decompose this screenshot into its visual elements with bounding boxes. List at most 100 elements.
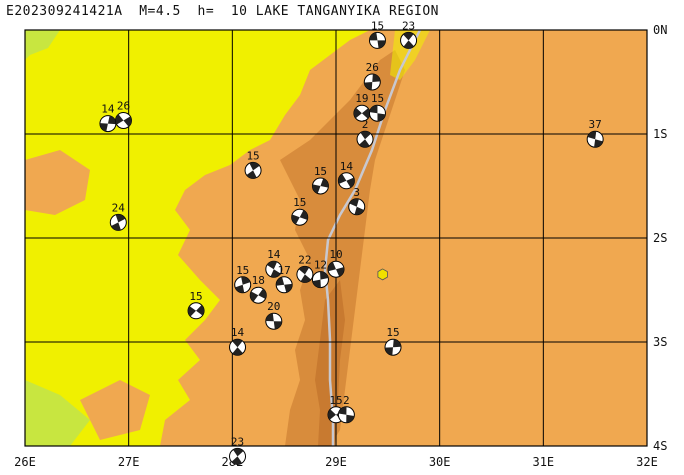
mechanism-depth-label: 15 (293, 196, 306, 209)
beachball-quadrants (403, 32, 415, 49)
beachball-quadrants (338, 173, 355, 188)
mechanism-depth-label: 15 (371, 92, 384, 105)
mechanism-depth-label: 24 (112, 201, 126, 214)
map-frame (24, 29, 648, 447)
mechanism-depth-label: 3 (353, 186, 360, 199)
mechanism-depth-label: 15 (189, 290, 202, 303)
beachball-quadrants (338, 406, 355, 423)
focal-mechanism: 18 (249, 274, 267, 304)
beachball-quadrants (369, 105, 386, 122)
terrain-lowland-green (25, 30, 90, 446)
beachball-quadrants (312, 178, 329, 194)
x-tick-label: 31E (532, 455, 554, 469)
beachball-quadrants (231, 448, 244, 465)
beachball-quadrants (267, 261, 281, 278)
mechanism-depth-label: 2 (343, 394, 350, 407)
x-axis-ticks: 26E27E28E29E30E31E32E (14, 455, 658, 469)
focal-mechanism: 22 (296, 253, 314, 283)
focal-mechanism: 15 (311, 165, 329, 195)
beachball-quadrants (111, 214, 126, 231)
beachball-quadrants (328, 261, 345, 277)
y-tick-label: 2S (653, 231, 667, 245)
beachball-quadrants (276, 277, 293, 293)
mechanism-depth-label: 14 (340, 160, 354, 173)
x-tick-label: 29E (325, 455, 347, 469)
beachball-quadrants (235, 276, 251, 293)
focal-mechanism: 14 (265, 248, 283, 278)
beachball-quadrants (359, 131, 371, 148)
mechanism-depth-label: 15 (314, 165, 327, 178)
focal-mechanism: 20 (265, 300, 283, 330)
focal-mechanism: 15 (244, 149, 262, 179)
beachball-quadrants (353, 107, 370, 119)
mechanism-depth-label: 15 (371, 19, 384, 32)
focal-mechanism: 3 (348, 186, 366, 216)
beachball-quadrants (246, 162, 260, 179)
mechanism-depth-label: 14 (267, 248, 281, 261)
beachball-quadrants (232, 339, 243, 356)
mechanism-depth-label: 18 (252, 274, 265, 287)
beachball-quadrants (265, 313, 282, 330)
x-tick-label: 27E (118, 455, 140, 469)
mechanism-depth-label: 15 (236, 264, 249, 277)
y-tick-label: 1S (653, 127, 667, 141)
focal-mechanism: 14 (99, 103, 117, 133)
mechanism-depth-label: 15 (246, 149, 259, 162)
mechanism-depth-label: 12 (314, 259, 327, 272)
y-tick-label: 3S (653, 335, 667, 349)
focal-mechanism: 15 (368, 92, 386, 122)
focal-mechanism: 15 (291, 196, 309, 226)
y-axis-ticks: 0N 1S 2S 3S 4S (653, 23, 667, 453)
map-title: E202309241421A M=4.5 h= 10 LAKE TANGANYI… (6, 4, 439, 19)
focal-mechanism: 2 (356, 118, 374, 148)
beachball-quadrants (291, 210, 308, 225)
terrain-highland-west (25, 150, 150, 440)
focal-mechanism: 10 (327, 248, 345, 278)
x-tick-label: 26E (14, 455, 36, 469)
beachball-quadrants (364, 74, 381, 90)
mechanism-depth-label: 10 (329, 248, 342, 261)
terrain-mountain (280, 50, 405, 446)
beachball-quadrants (369, 32, 386, 49)
focal-mechanism: 2 (337, 394, 355, 424)
mechanism-depth-label: 2 (362, 118, 369, 131)
mechanism-depth-label: 23 (402, 19, 415, 32)
focal-mechanism: 17 (275, 264, 293, 294)
focal-mechanism: 24 (109, 201, 127, 231)
beachball-quadrants (385, 339, 402, 356)
focal-mechanism: 26 (363, 61, 381, 91)
mechanism-depth-label: 14 (231, 326, 245, 339)
beachball-quadrants (250, 288, 267, 302)
focal-mechanism: 23 (400, 19, 418, 49)
focal-mechanism: 15 (187, 290, 205, 320)
focal-mechanism: 14 (337, 160, 355, 190)
beachball-quadrants (298, 266, 312, 283)
beachball-quadrants (349, 198, 365, 215)
mechanism-depth-label: 23 (231, 435, 244, 448)
beachball-quadrants (99, 115, 116, 132)
mechanism-depth-label: 20 (267, 300, 280, 313)
y-tick-label: 4S (653, 439, 667, 453)
mechanism-depth-label: 37 (589, 118, 602, 131)
mechanism-depth-label: 17 (278, 264, 291, 277)
focal-mechanism: 15 (234, 264, 252, 294)
focal-mechanism: 26 (114, 99, 132, 129)
mechanism-depth-label: 15 (329, 394, 342, 407)
beachball-quadrants (312, 271, 329, 288)
beachball-quadrants (188, 305, 205, 317)
mechanism-depth-label: 22 (298, 253, 311, 266)
mechanism-depth-label: 26 (117, 99, 130, 112)
focal-mechanism: 19 (353, 92, 371, 122)
focal-mechanism: 15 (368, 19, 386, 49)
x-tick-label: 32E (636, 455, 658, 469)
beachball-quadrants (115, 114, 132, 127)
mechanism-depth-label: 14 (101, 103, 115, 116)
focal-mechanism: 12 (311, 259, 329, 289)
mechanism-depth-label: 19 (355, 92, 368, 105)
focal-mechanism: 15 (384, 326, 402, 356)
mechanism-depth-label: 15 (386, 326, 399, 339)
y-tick-label: 0N (653, 23, 667, 37)
beachball-quadrants (587, 131, 603, 148)
x-tick-label: 30E (429, 455, 451, 469)
